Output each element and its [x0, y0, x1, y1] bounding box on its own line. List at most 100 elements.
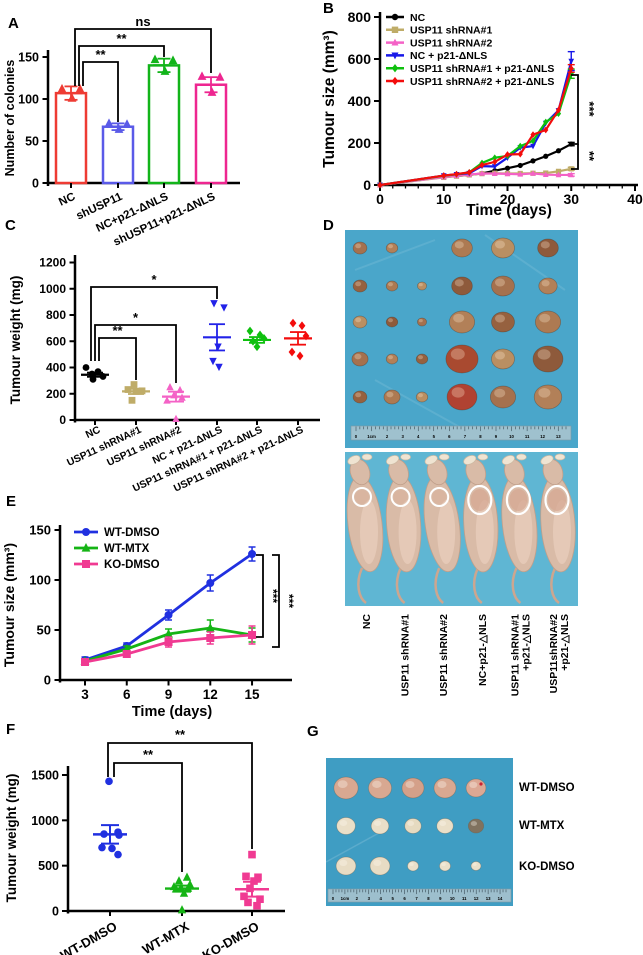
panel-label-b: B [323, 0, 334, 17]
svg-text:5: 5 [391, 896, 394, 901]
svg-text:0: 0 [355, 434, 358, 439]
svg-text:6: 6 [403, 896, 406, 901]
panel-label-d: D [323, 217, 334, 234]
svg-text:600: 600 [348, 51, 372, 67]
svg-text:Time (days): Time (days) [132, 704, 212, 720]
panel-label-c: C [5, 217, 16, 234]
svg-text:10: 10 [436, 191, 452, 207]
chart-c: 0 200 400 600 800 1000 1200 Tumour weight (mg) N… [8, 255, 320, 495]
svg-text:WT-MTX: WT-MTX [140, 918, 192, 955]
photo-d-mice [345, 452, 578, 606]
svg-text:0: 0 [44, 673, 51, 688]
svg-text:Time (days): Time (days) [466, 202, 552, 219]
photo-g-row-label-3: KO-DMSO [519, 861, 575, 873]
svg-text:USP11 shRNA#2: USP11 shRNA#2 [438, 614, 450, 696]
svg-text:500: 500 [38, 859, 59, 873]
svg-text:5: 5 [433, 434, 436, 439]
svg-text:0: 0 [332, 896, 335, 901]
svg-text:13: 13 [556, 434, 561, 439]
svg-text:9: 9 [495, 434, 498, 439]
svg-text:Tumour weight (mg): Tumour weight (mg) [4, 774, 19, 903]
svg-text:***: *** [282, 594, 296, 608]
svg-text:0: 0 [363, 177, 371, 193]
svg-text:NC: NC [410, 12, 426, 24]
svg-text:4: 4 [380, 896, 383, 901]
svg-text:400: 400 [348, 93, 372, 109]
photo-g-tumors: 0 1cm 2 3 4 5 6 7 8 9 10 11 12 13 14 [325, 758, 513, 906]
photo-d-group-labels: NC USP11 shRNA#1 USP11 shRNA#2 NC+p21-△NLS U… [361, 614, 571, 697]
svg-text:800: 800 [348, 9, 372, 25]
svg-text:800: 800 [46, 308, 66, 322]
svg-text:1cm: 1cm [367, 434, 376, 439]
svg-text:150: 150 [29, 523, 51, 538]
svg-text:8: 8 [479, 434, 482, 439]
svg-text:200: 200 [46, 387, 66, 401]
svg-text:WT-DMSO: WT-DMSO [104, 527, 160, 539]
panel-label-g: G [307, 723, 319, 740]
svg-text:6: 6 [123, 687, 131, 702]
svg-text:USP11 shRNA#1 + p21-ΔNLS: USP11 shRNA#1 + p21-ΔNLS [410, 63, 554, 75]
photo-g-row-label-1: WT-DMSO [519, 782, 575, 794]
svg-text:15: 15 [245, 687, 261, 702]
svg-text:NC: NC [361, 614, 373, 630]
svg-text:2: 2 [356, 896, 359, 901]
svg-text:9: 9 [439, 896, 442, 901]
svg-text:**: ** [116, 31, 127, 46]
svg-text:0: 0 [32, 177, 39, 191]
svg-text:1200: 1200 [39, 256, 66, 270]
panel-label-e: E [6, 493, 17, 510]
svg-text:10: 10 [509, 434, 514, 439]
svg-text:NC + p21-ΔNLS: NC + p21-ΔNLS [410, 50, 487, 62]
svg-text:KO-DMSO: KO-DMSO [200, 919, 262, 955]
svg-text:**: ** [143, 747, 154, 762]
svg-text:Tumour size (mm³): Tumour size (mm³) [321, 30, 338, 168]
svg-text:Tumour size (mm³): Tumour size (mm³) [1, 543, 17, 667]
chart-b: 0 200 400 600 800 0 10 20 30 40 Tumour size (mm³) T… [321, 9, 643, 219]
svg-text:NC: NC [84, 425, 103, 441]
svg-text:40: 40 [627, 191, 643, 207]
svg-text:USP11shRNA#2: USP11shRNA#2 [548, 614, 560, 694]
svg-text:**: ** [582, 151, 597, 162]
svg-text:0: 0 [376, 191, 384, 207]
svg-text:2: 2 [386, 434, 389, 439]
svg-text:3: 3 [401, 434, 404, 439]
svg-text:7: 7 [415, 896, 418, 901]
svg-text:1500: 1500 [31, 768, 59, 782]
svg-text:KO-DMSO: KO-DMSO [104, 559, 160, 571]
svg-text:Tumour weight (mg): Tumour weight (mg) [8, 276, 23, 405]
svg-text:USP11 shRNA#1: USP11 shRNA#1 [410, 25, 492, 37]
svg-text:9: 9 [165, 687, 173, 702]
svg-text:400: 400 [46, 361, 66, 375]
svg-text:USP11 shRNA#2 + p21-ΔNLS: USP11 shRNA#2 + p21-ΔNLS [410, 76, 554, 88]
svg-text:WT-DMSO: WT-DMSO [58, 919, 120, 955]
svg-text:NC+p21-△NLS: NC+p21-△NLS [477, 614, 489, 686]
svg-text:***: *** [266, 589, 280, 603]
svg-text:*: * [151, 272, 157, 287]
svg-text:**: ** [95, 47, 106, 62]
svg-text:100: 100 [29, 573, 51, 588]
svg-text:USP11 shRNA#2: USP11 shRNA#2 [410, 37, 492, 49]
svg-text:50: 50 [25, 135, 39, 149]
svg-text:200: 200 [348, 135, 372, 151]
svg-text:0: 0 [52, 905, 59, 919]
svg-text:20: 20 [500, 191, 516, 207]
svg-text:+p21-△NLS: +p21-△NLS [520, 614, 532, 671]
svg-text:4: 4 [417, 434, 420, 439]
svg-text:12: 12 [474, 896, 479, 901]
svg-text:***: *** [582, 101, 597, 117]
svg-text:USP11 shRNA#1: USP11 shRNA#1 [400, 614, 412, 696]
svg-text:12: 12 [540, 434, 545, 439]
panel-label-f: F [6, 721, 16, 738]
svg-text:**: ** [175, 727, 186, 742]
svg-text:10: 10 [450, 896, 455, 901]
svg-text:WT-MTX: WT-MTX [104, 543, 150, 555]
svg-text:**: ** [112, 323, 123, 338]
svg-text:7: 7 [464, 434, 467, 439]
svg-text:11: 11 [462, 896, 467, 901]
chart-f: 0 500 1000 1500 Tumour weight (mg) WT-DMSO WT-… [4, 727, 285, 955]
svg-text:ns: ns [135, 14, 150, 29]
photo-d-tumors: 0 1cm 2 3 4 5 6 7 8 9 10 11 12 13 [345, 230, 578, 448]
svg-text:12: 12 [203, 687, 218, 702]
